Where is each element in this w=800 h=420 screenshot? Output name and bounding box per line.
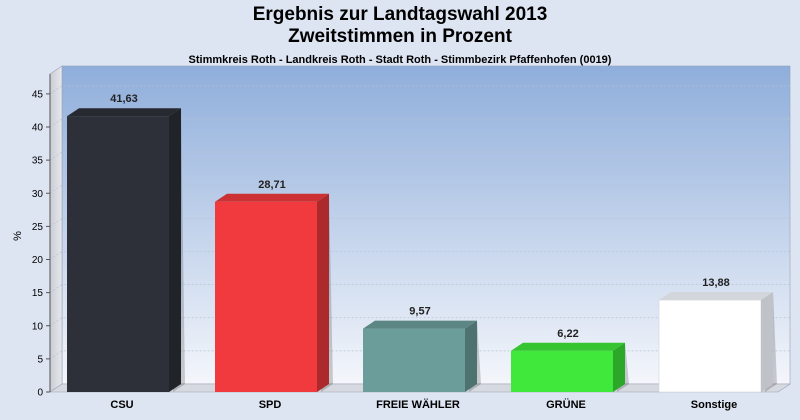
bar-front (67, 116, 169, 393)
y-axis: 0 5 10 15 20 25 30 35 40 45 (32, 74, 51, 399)
x-tick-label: SPD (259, 399, 282, 411)
grid-line (49, 184, 790, 194)
bar-front (215, 201, 317, 392)
chart-title-line2: Zweitstimmen in Prozent (288, 26, 512, 47)
bar-grüne: 6,22 (511, 328, 629, 392)
bar-side (317, 193, 329, 392)
bar-top (511, 342, 625, 351)
data-label: 28,71 (258, 179, 286, 191)
y-tick-label: 0 (37, 388, 43, 399)
chart-title-line1: Ergebnis zur Landtagswahl 2013 (252, 4, 548, 25)
x-tick-label: GRÜNE (546, 398, 586, 411)
grid-line (49, 85, 790, 95)
grid-line (49, 284, 790, 293)
bar-side (465, 320, 477, 392)
bar-spd: 28,71 (215, 179, 333, 392)
bar-top (67, 108, 181, 117)
bar-top (659, 292, 773, 301)
y-tick-label: 20 (32, 255, 44, 266)
bar-front (363, 328, 465, 392)
bar-freie-wähler: 9,57 (363, 306, 481, 392)
chart-subtitle: Stimmkreis Roth - Landkreis Roth - Stadt… (188, 54, 612, 66)
grid-line (49, 317, 790, 327)
bar-front (658, 299, 762, 393)
bar-side (761, 292, 773, 392)
y-tick-label: 45 (32, 89, 44, 100)
grid-line (49, 350, 790, 360)
x-tick-label: Sonstige (691, 399, 737, 411)
data-label: 41,63 (110, 93, 138, 105)
data-label: 13,88 (702, 277, 730, 289)
bar-top (215, 193, 329, 202)
y-axis-label: % (12, 231, 24, 241)
grid-line (49, 217, 790, 227)
grid-line (49, 251, 790, 260)
grid-line (49, 118, 790, 128)
grid-lines (49, 85, 790, 360)
x-tick-label: CSU (110, 399, 133, 411)
bars: 41,63 28,71 9,57 6,22 13,88 (67, 93, 777, 393)
bar-sonstige: 13,88 (658, 277, 777, 393)
bar-side (613, 342, 625, 392)
bar-top (363, 320, 477, 329)
y-tick-label: 15 (32, 288, 44, 299)
side-wall (49, 65, 63, 393)
y-tick-label: 30 (32, 189, 44, 200)
y-tick-label: 5 (37, 354, 43, 365)
x-tick-label: FREIE WÄHLER (376, 398, 460, 411)
y-tick-label: 10 (32, 321, 44, 332)
grid-line (49, 151, 790, 161)
x-axis-labels: CSU SPD FREIE WÄHLER GRÜNE Sonstige (110, 398, 737, 411)
bar-side (169, 108, 181, 393)
data-label: 6,22 (557, 328, 578, 340)
y-tick-label: 35 (32, 156, 44, 167)
y-tick-label: 25 (32, 222, 44, 233)
data-label: 9,57 (409, 306, 430, 318)
bar-csu: 41,63 (67, 93, 185, 393)
y-tick-label: 40 (32, 123, 44, 134)
chart-title: Ergebnis zur Landtagswahl 2013 Zweitstim… (0, 4, 800, 48)
bar-front (511, 350, 613, 392)
